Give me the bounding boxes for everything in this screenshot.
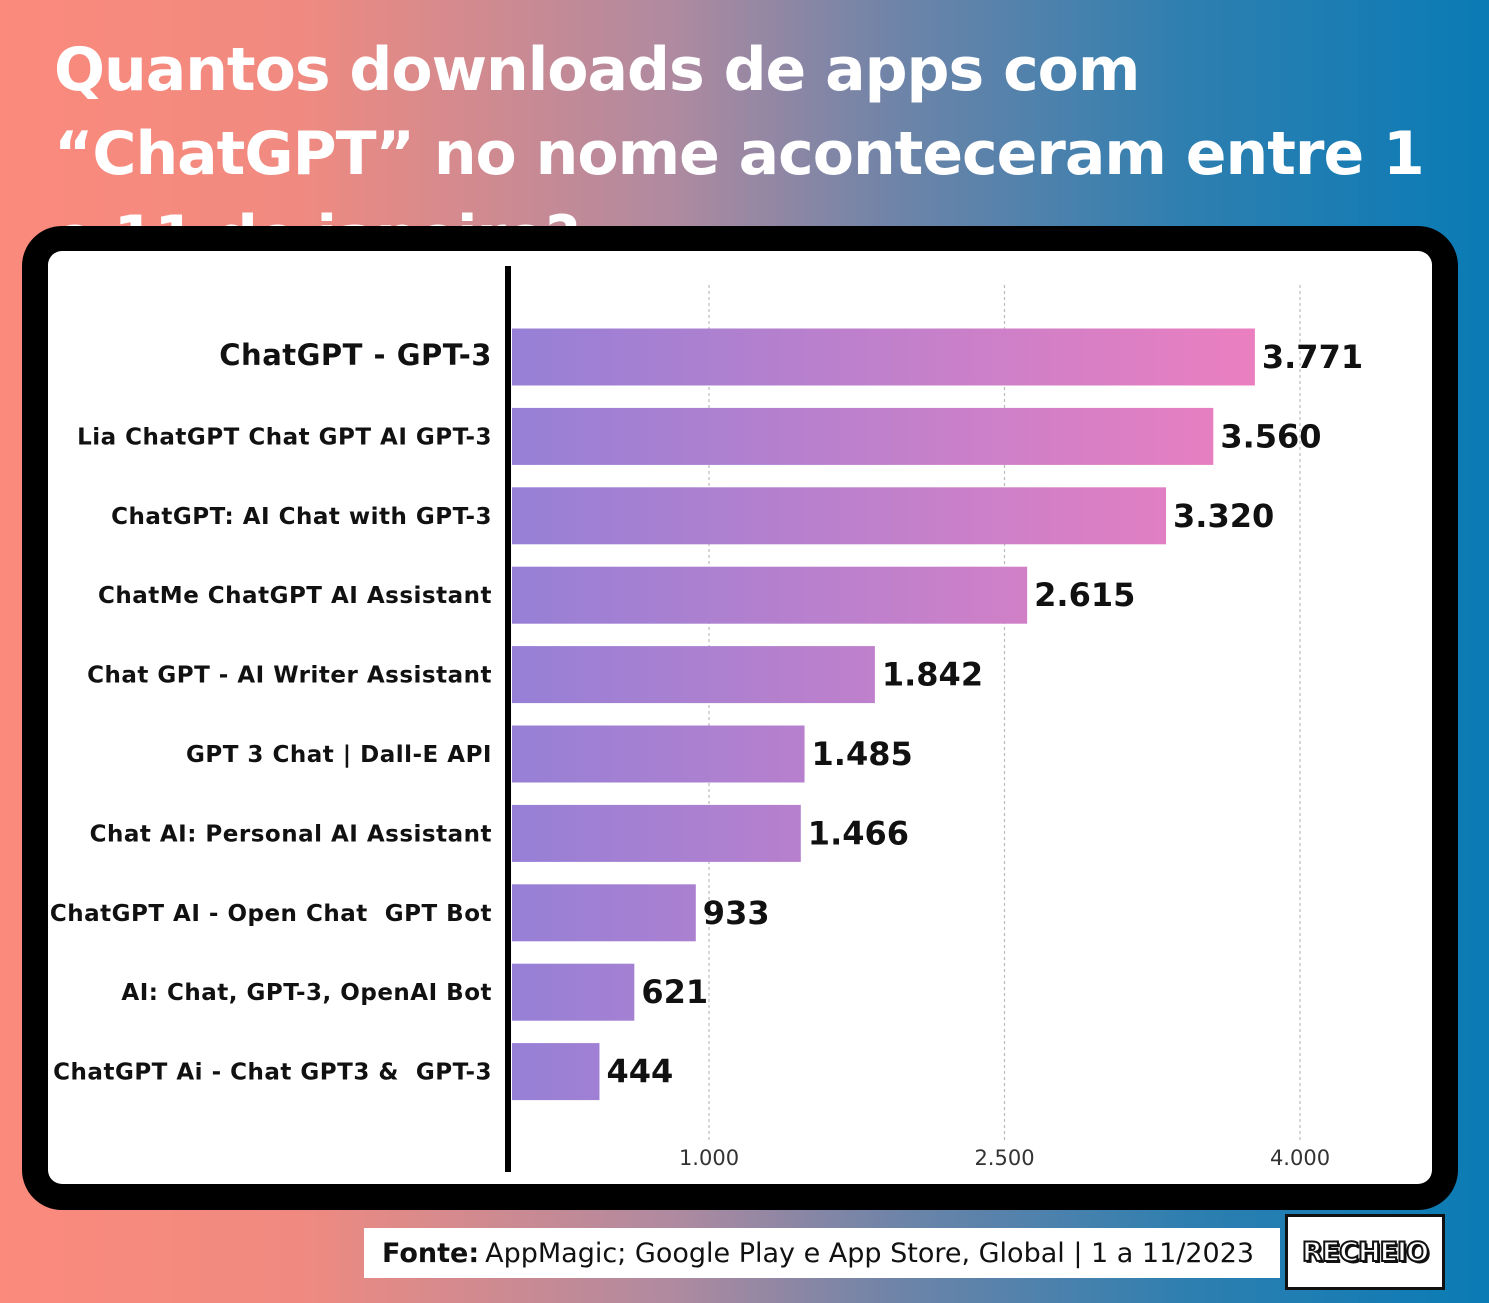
value-label: 2.615: [1034, 576, 1135, 614]
category-label: ChatGPT AI - Open Chat GPT Bot: [50, 901, 492, 927]
category-label: ChatGPT - GPT-3: [219, 338, 492, 372]
category-label: Chat AI: Personal AI Assistant: [90, 821, 492, 847]
chart-card: [48, 251, 1432, 1184]
chart-title: Quantos downloads de apps com “ChatGPT” …: [54, 35, 1425, 273]
bar: [512, 725, 805, 783]
bar: [512, 804, 801, 862]
value-label: 1.842: [882, 656, 983, 694]
value-label: 1.485: [812, 735, 913, 773]
bar: [512, 566, 1028, 624]
bar: [512, 963, 635, 1021]
source-label: Fonte:: [382, 1237, 480, 1269]
bar: [512, 407, 1214, 465]
value-label: 1.466: [808, 814, 909, 852]
value-label: 933: [703, 894, 770, 932]
bars: [512, 328, 1255, 1101]
value-label: 3.560: [1220, 417, 1321, 455]
x-tick-label: 1.000: [679, 1146, 739, 1170]
value-labels: 3.771 3.560 3.320 2.615 1.842 1.485 1.466 933 62…: [606, 338, 1363, 1091]
x-tick-labels: 1.000 2.500 4.000: [679, 1146, 1330, 1170]
category-label: Lia ChatGPT Chat GPT AI GPT-3: [77, 424, 492, 450]
category-labels: ChatGPT - GPT-3 Lia ChatGPT Chat GPT AI G…: [50, 338, 492, 1086]
logo-text: RECHEIO: [1301, 1236, 1430, 1269]
category-label: ChatMe ChatGPT AI Assistant: [98, 583, 492, 609]
category-label: AI: Chat, GPT-3, OpenAI Bot: [121, 980, 492, 1006]
bar: [512, 328, 1255, 386]
bar: [512, 1043, 600, 1101]
source-text: AppMagic; Google Play e App Store, Globa…: [485, 1237, 1255, 1269]
category-label: GPT 3 Chat | Dall-E API: [186, 742, 492, 768]
source-note: Fonte: AppMagic; Google Play e App Store…: [364, 1228, 1280, 1278]
gridlines: [708, 285, 1301, 1140]
bar: [512, 487, 1167, 545]
value-label: 621: [641, 973, 708, 1011]
category-label: ChatGPT Ai - Chat GPT3 & GPT-3: [53, 1060, 492, 1086]
bar: [512, 884, 696, 942]
y-axis-line: [505, 266, 511, 1172]
category-label: Chat GPT - AI Writer Assistant: [87, 663, 492, 689]
bar: [512, 646, 875, 704]
category-label: ChatGPT: AI Chat with GPT-3: [111, 504, 492, 530]
recheio-logo: RECHEIO: [1285, 1214, 1445, 1290]
x-tick-label: 4.000: [1270, 1146, 1330, 1170]
value-label: 3.320: [1173, 497, 1274, 535]
x-tick-label: 2.500: [974, 1146, 1034, 1170]
value-label: 3.771: [1262, 338, 1363, 376]
value-label: 444: [606, 1053, 673, 1091]
